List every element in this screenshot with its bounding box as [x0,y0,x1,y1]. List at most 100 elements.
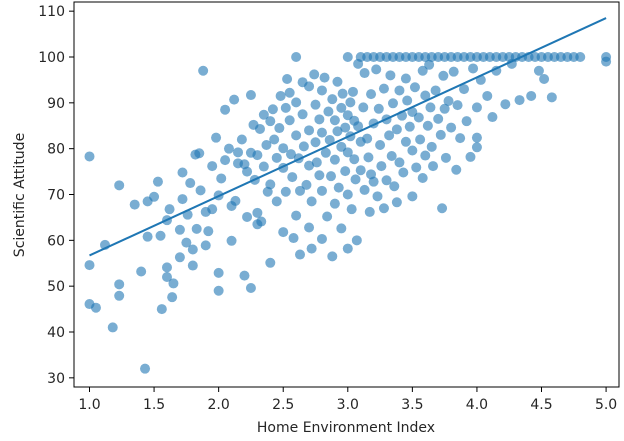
data-point-120 [316,127,327,138]
data-point-6 [114,180,125,191]
data-point-146 [342,189,353,200]
data-point-73 [258,161,269,172]
data-point-10 [136,266,147,277]
data-point-85 [278,143,289,154]
data-point-67 [252,207,263,218]
data-point-140 [337,88,348,99]
data-point-61 [242,166,253,177]
data-point-127 [324,134,335,145]
data-point-26 [177,167,188,178]
data-point-201 [404,121,415,132]
x-tick-label: 2.5 [272,397,294,413]
data-point-230 [440,152,451,163]
data-point-22 [167,292,178,303]
data-point-161 [358,102,369,113]
data-point-125 [322,211,333,222]
data-point-178 [376,161,387,172]
data-point-205 [407,191,418,202]
data-point-209 [413,112,424,123]
data-point-24 [174,252,185,263]
data-point-84 [275,90,286,101]
data-point-53 [229,94,240,105]
data-point-139 [336,223,347,234]
data-point-31 [187,244,198,255]
data-point-45 [213,285,224,296]
y-tick-label: 60 [47,233,65,249]
y-tick-label: 90 [47,96,65,112]
y-tick-label: 100 [38,50,65,66]
data-point-38 [200,240,211,251]
data-point-57 [236,134,247,145]
x-tick-label: 3.0 [337,397,359,413]
data-point-20 [161,272,172,282]
data-point-157 [353,121,364,132]
data-point-9 [129,199,140,210]
data-point-41 [207,204,218,215]
data-point-106 [301,179,312,190]
data-point-54 [230,195,241,206]
data-point-48 [220,104,231,115]
data-point-76 [265,116,276,127]
data-point-257 [500,99,511,110]
data-point-264 [526,90,537,101]
data-point-118 [314,170,325,181]
data-point-266 [533,65,544,76]
data-point-25 [174,224,185,235]
data-point-117 [314,114,325,125]
data-point-143 [342,52,353,62]
data-point-126 [323,106,334,117]
data-point-42 [207,161,218,172]
data-point-108 [304,125,315,136]
data-point-270 [546,92,557,103]
data-point-199 [400,136,411,147]
data-point-133 [329,198,340,209]
data-point-110 [304,222,315,233]
data-point-3 [90,302,101,313]
data-point-145 [342,147,353,158]
data-point-185 [385,70,396,81]
x-tick-label: 3.5 [401,397,423,413]
data-point-132 [329,154,340,165]
data-point-95 [288,233,299,244]
data-point-246 [471,102,482,113]
data-point-212 [417,173,428,183]
trend-line-layer [89,17,607,257]
data-point-251 [482,90,493,101]
data-point-235 [451,164,462,175]
data-point-105 [298,141,309,152]
data-point-7 [114,279,125,290]
data-point-28 [181,237,192,248]
data-point-109 [304,160,315,171]
data-point-116 [311,157,322,168]
data-point-111 [306,196,317,207]
data-point-204 [407,145,418,156]
data-point-275 [575,52,586,62]
data-point-37 [198,65,209,76]
data-point-137 [336,102,347,113]
data-point-135 [332,126,343,137]
data-point-96 [291,52,302,62]
data-point-92 [284,115,295,126]
x-tick-label: 1.5 [143,397,165,413]
data-point-175 [373,103,384,114]
x-tick-label: 5.0 [595,397,617,413]
data-point-234 [448,66,459,77]
data-point-200 [402,95,413,106]
data-point-122 [316,233,327,244]
data-point-71 [256,216,267,227]
data-point-206 [409,82,420,93]
y-tick-label: 50 [47,279,65,295]
data-point-59 [239,270,250,281]
data-point-81 [271,152,282,163]
data-point-179 [378,83,389,94]
data-point-14 [149,191,160,202]
data-point-23 [168,278,179,289]
data-point-50 [223,143,234,154]
data-point-220 [426,141,437,152]
data-point-40 [203,226,214,237]
data-point-5 [107,322,118,333]
data-point-261 [514,95,525,106]
data-point-64 [245,283,256,293]
data-point-172 [368,176,379,187]
data-point-216 [422,120,433,131]
